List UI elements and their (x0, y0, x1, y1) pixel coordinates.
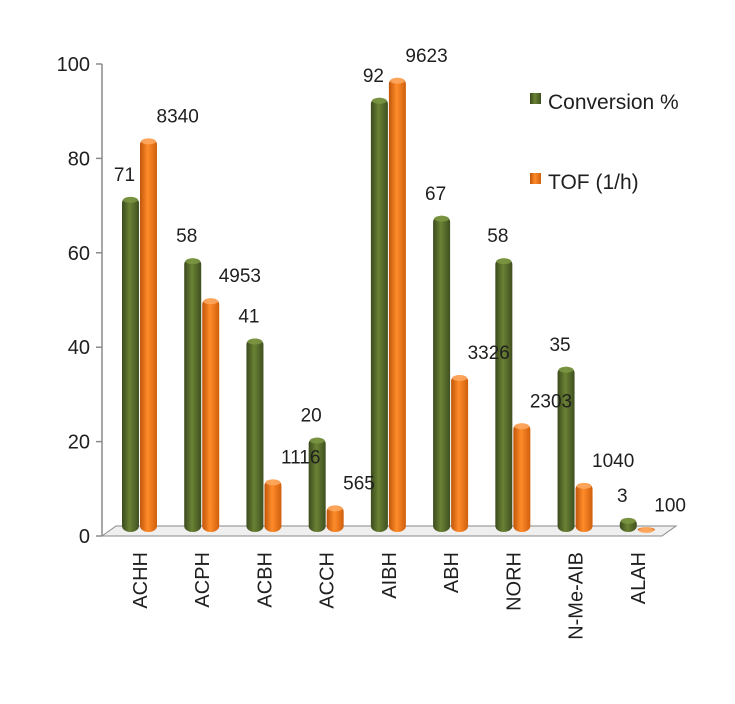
bar-cap-tof (638, 527, 654, 534)
category-label: N-Me-AIB (566, 552, 588, 640)
data-label-tof: 9623 (405, 46, 447, 67)
data-label-conversion: 41 (238, 306, 259, 327)
bar-conversion (495, 258, 513, 532)
bar-cap-tof (514, 423, 530, 430)
y-tick-label: 20 (68, 432, 90, 454)
bar-cap-conversion (309, 437, 325, 444)
bar-tof (451, 375, 469, 532)
category-label: ACCH (317, 552, 339, 609)
bar-cap-tof (576, 482, 592, 489)
bar-tof (513, 423, 531, 532)
bar-conversion (122, 196, 139, 532)
y-tick-label: 80 (68, 148, 90, 170)
category-label: NORH (503, 552, 525, 611)
bar-conversion (184, 258, 202, 532)
category-label: ACHH (130, 552, 152, 609)
bar-cap-tof (452, 375, 468, 382)
data-label-tof: 100 (654, 495, 686, 516)
bar-conversion (370, 97, 388, 532)
data-label-tof: 565 (343, 473, 375, 494)
bar-tof (575, 482, 593, 532)
bar-tof (326, 505, 344, 532)
bar-tof (264, 479, 282, 532)
bar-cap-tof (265, 479, 281, 486)
data-label-tof: 1040 (592, 451, 634, 472)
bar-conversion (246, 338, 264, 532)
bar-conversion (433, 215, 451, 532)
data-label-tof: 1116 (281, 447, 320, 468)
bar-cap-conversion (558, 366, 574, 373)
bar-conversion (308, 437, 326, 532)
data-label-conversion: 71 (114, 165, 135, 186)
category-label: ABH (441, 552, 463, 593)
floor (100, 525, 678, 537)
y-tick-label: 0 (79, 526, 90, 548)
data-label-conversion: 58 (176, 226, 197, 247)
bar-cap-conversion (620, 517, 636, 524)
bar-cap-tof (203, 298, 219, 305)
bar-cap-tof (327, 505, 343, 512)
bar-cap-conversion (185, 258, 201, 265)
legend-label-tof: TOF (1/h) (548, 171, 639, 194)
data-label-tof: 4953 (219, 266, 261, 287)
y-tick-label: 100 (57, 54, 90, 76)
bar-cap-conversion (496, 258, 512, 265)
y-ticks: 0 20 40 60 80 100 (57, 54, 102, 548)
data-label-conversion: 35 (549, 335, 570, 356)
legend-swatch-tof (530, 173, 541, 184)
legend-swatch-conversion (530, 93, 541, 104)
data-label-tof: 2303 (530, 391, 572, 412)
bar-cap-tof (389, 77, 405, 84)
data-label-conversion: 67 (425, 184, 446, 205)
data-label-tof: 3326 (468, 343, 510, 364)
category-label: ACPH (192, 552, 214, 608)
category-labels: ACHH ACPH ACBH ACCH AIBH ABH NORH N-Me-AIB ALAH (130, 552, 650, 640)
bar-tof (388, 77, 406, 532)
legend-label-conversion: Conversion % (548, 91, 679, 114)
data-label-conversion: 92 (363, 66, 384, 87)
bar-cap-tof (141, 138, 156, 145)
data-label-conversion: 3 (617, 486, 628, 507)
bar-cap-conversion (247, 338, 263, 345)
bar-cap-conversion (123, 196, 138, 203)
legend: Conversion % TOF (1/h) (530, 91, 679, 194)
y-tick-label: 40 (68, 337, 90, 359)
category-label: ALAH (628, 552, 650, 604)
category-label: AIBH (379, 552, 401, 599)
y-tick-label: 60 (68, 243, 90, 265)
bar-tof (140, 138, 157, 533)
bar-cap-conversion (371, 97, 387, 104)
bars (122, 77, 655, 534)
data-label-conversion: 58 (487, 226, 508, 247)
bar-conversion (557, 366, 575, 532)
data-label-tof: 8340 (157, 106, 199, 127)
data-labels: 71 8340 58 4953 41 1116 20 565 92 9623 67 3326 58 230… (114, 46, 686, 516)
data-label-conversion: 20 (301, 406, 322, 427)
bar-tof (202, 298, 220, 532)
bar-cap-conversion (434, 215, 450, 222)
category-label: ACBH (254, 552, 276, 608)
